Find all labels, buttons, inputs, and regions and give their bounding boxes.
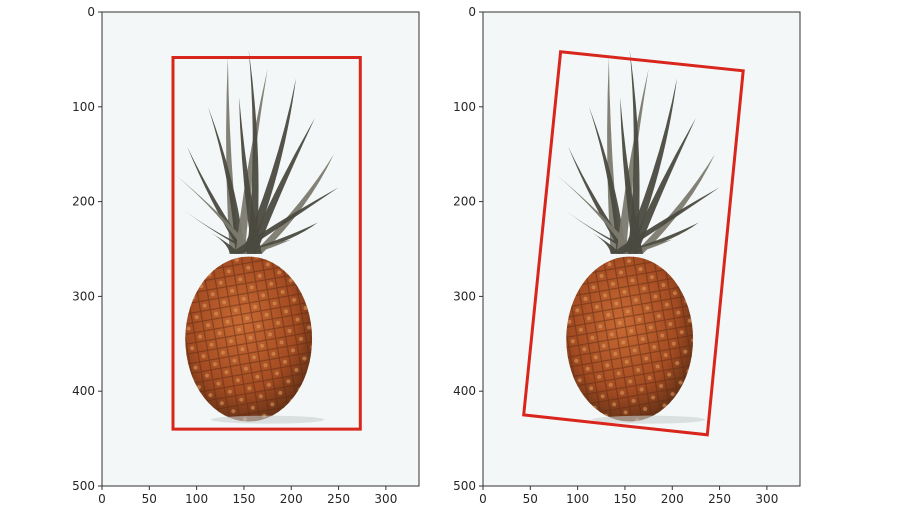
x-tick-label: 200	[661, 492, 684, 506]
pineapple-texture	[185, 256, 313, 422]
pineapple-leaf	[607, 57, 621, 254]
y-tick-label: 0	[87, 5, 95, 19]
pineapple-leaf	[206, 230, 240, 254]
pineapple-leaf	[235, 68, 268, 254]
y-tick-label: 300	[453, 289, 476, 303]
y-tick-label: 500	[453, 479, 476, 493]
y-tick-label: 400	[453, 384, 476, 398]
pineapple-shadow	[210, 415, 325, 424]
x-tick-label: 300	[374, 492, 397, 506]
bounding-box	[522, 50, 745, 437]
x-tick-label: 100	[566, 492, 589, 506]
x-tick-label: 250	[327, 492, 350, 506]
y-tick-label: 300	[72, 289, 95, 303]
x-tick-label: 200	[280, 492, 303, 506]
image-panel-1: 0 50 100 150 200 250 300 0 100 200 300 400 500	[72, 5, 420, 506]
y-tick-label: 500	[72, 479, 95, 493]
pineapple-leaf	[226, 57, 240, 254]
y-tick-label: 400	[72, 384, 95, 398]
pineapple-image	[175, 49, 339, 424]
pineapple-texture	[566, 256, 694, 422]
pineapple-leaf	[207, 106, 245, 254]
pineapple-shadow	[591, 415, 706, 424]
x-tick-label: 0	[98, 492, 106, 506]
pineapple-leaf	[616, 68, 649, 254]
pineapple-leaf	[587, 230, 621, 254]
pineapple-crown	[556, 49, 720, 254]
x-tick-label: 300	[755, 492, 778, 506]
pineapple-leaf	[588, 106, 626, 254]
y-tick-label: 100	[72, 100, 95, 114]
pineapple-leaf	[556, 175, 638, 254]
y-tick-label: 100	[453, 100, 476, 114]
y-tick-label: 200	[72, 195, 95, 209]
pineapple-leaf	[175, 175, 257, 254]
x-tick-label: 50	[142, 492, 157, 506]
bounding-box	[171, 56, 362, 431]
pineapple-crown	[175, 49, 339, 254]
axes-frame	[482, 11, 801, 487]
image-panel-2: 0 50 100 150 200 250 300 0 100 200 300 400 500	[453, 5, 801, 506]
x-tick-label: 150	[613, 492, 636, 506]
pineapple-leaf	[627, 118, 696, 254]
x-tick-label: 150	[232, 492, 255, 506]
pineapple-leaf	[620, 97, 643, 254]
y-tick-label: 200	[453, 195, 476, 209]
x-tick-label: 0	[479, 492, 487, 506]
x-tick-label: 50	[523, 492, 538, 506]
pineapple-leaf	[627, 49, 640, 254]
pineapple-leaf	[246, 49, 259, 254]
y-tick-label: 0	[468, 5, 476, 19]
pineapple-leaf	[246, 118, 315, 254]
axes-frame	[101, 11, 420, 487]
x-tick-label: 100	[185, 492, 208, 506]
pineapple-image	[556, 49, 720, 424]
x-tick-label: 250	[708, 492, 731, 506]
pineapple-leaf	[239, 97, 262, 254]
